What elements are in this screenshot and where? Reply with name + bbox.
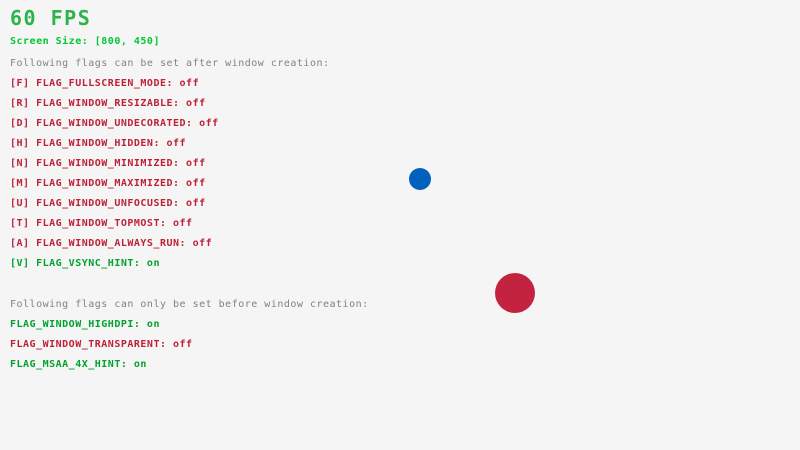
small-blue-ball [409, 168, 431, 190]
flag-row-msaa-4x-hint: FLAG_MSAA_4X_HINT: on [10, 359, 147, 370]
flag-row-window-always-run[interactable]: [A] FLAG_WINDOW_ALWAYS_RUN: off [10, 238, 213, 249]
section-header-before-creation: Following flags can only be set before w… [10, 299, 369, 310]
flag-row-window-topmost[interactable]: [T] FLAG_WINDOW_TOPMOST: off [10, 218, 193, 229]
flag-row-window-transparent: FLAG_WINDOW_TRANSPARENT: off [10, 339, 193, 350]
flag-row-window-hidden[interactable]: [H] FLAG_WINDOW_HIDDEN: off [10, 138, 187, 149]
screen-size-label: Screen Size: [800, 450] [10, 36, 160, 47]
flag-row-fullscreen-mode[interactable]: [F] FLAG_FULLSCREEN_MODE: off [10, 78, 200, 89]
large-red-ball [495, 273, 535, 313]
section-header-after-creation: Following flags can be set after window … [10, 58, 330, 69]
flag-row-window-highdpi: FLAG_WINDOW_HIGHDPI: on [10, 319, 160, 330]
flag-row-window-undecorated[interactable]: [D] FLAG_WINDOW_UNDECORATED: off [10, 118, 219, 129]
flag-row-window-unfocused[interactable]: [U] FLAG_WINDOW_UNFOCUSED: off [10, 198, 206, 209]
flag-row-vsync-hint[interactable]: [V] FLAG_VSYNC_HINT: on [10, 258, 160, 269]
fps-counter: 60 FPS [10, 6, 92, 30]
flag-row-window-resizable[interactable]: [R] FLAG_WINDOW_RESIZABLE: off [10, 98, 206, 109]
flag-row-window-minimized[interactable]: [N] FLAG_WINDOW_MINIMIZED: off [10, 158, 206, 169]
flag-row-window-maximized[interactable]: [M] FLAG_WINDOW_MAXIMIZED: off [10, 178, 206, 189]
